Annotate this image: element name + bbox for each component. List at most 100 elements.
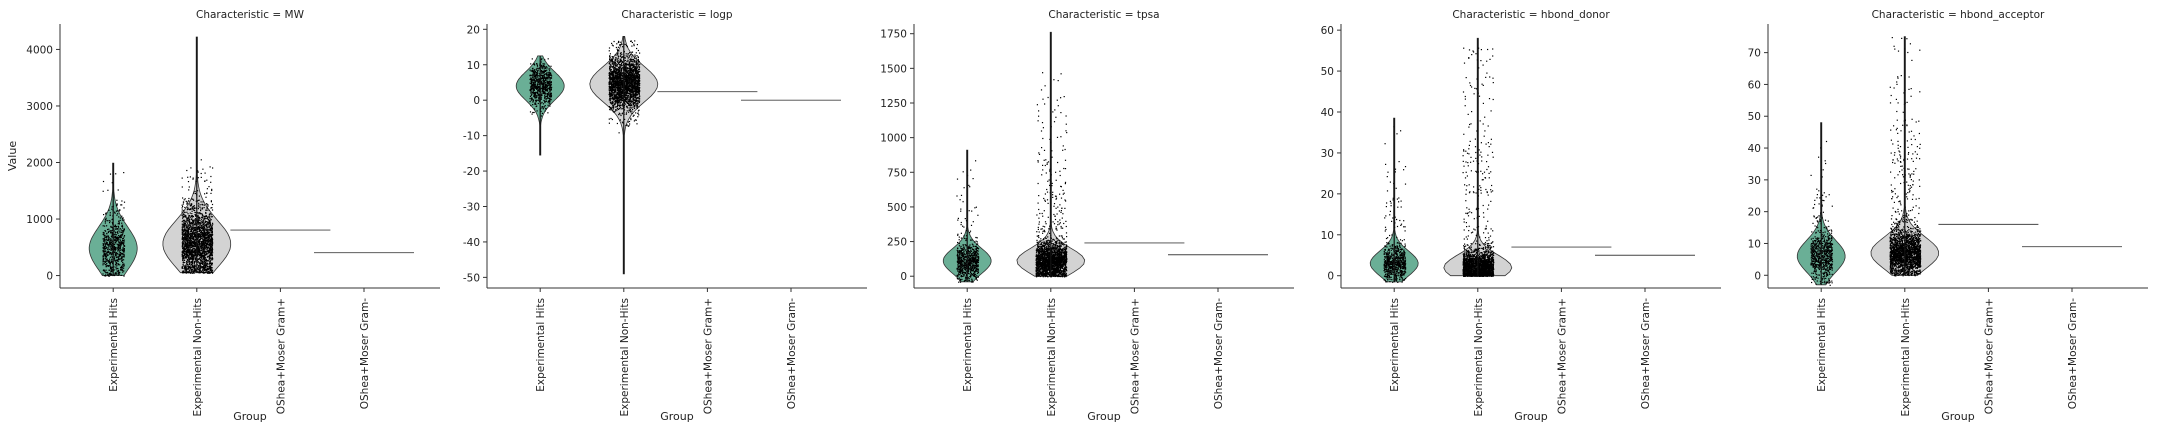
- data-point: [189, 250, 191, 252]
- data-point: [210, 175, 212, 178]
- data-point: [615, 57, 617, 59]
- data-point: [117, 232, 119, 235]
- data-point: [206, 250, 208, 253]
- data-point: [534, 80, 536, 82]
- data-point: [189, 266, 191, 269]
- data-point: [530, 89, 532, 92]
- data-point: [122, 271, 124, 273]
- data-point: [183, 231, 185, 233]
- data-point: [543, 91, 545, 93]
- data-point: [114, 228, 116, 230]
- data-point: [199, 230, 201, 232]
- data-point: [201, 263, 203, 265]
- data-point: [543, 83, 545, 85]
- data-point: [203, 256, 205, 258]
- data-point: [211, 203, 214, 206]
- data-point: [538, 99, 540, 101]
- data-point: [199, 240, 201, 242]
- data-point: [122, 253, 124, 255]
- data-point: [209, 270, 211, 272]
- data-point: [109, 240, 111, 242]
- data-point: [211, 188, 213, 190]
- data-point: [622, 103, 624, 105]
- data-point: [192, 198, 194, 200]
- data-point: [188, 224, 190, 226]
- data-point: [102, 248, 105, 250]
- data-point: [119, 241, 121, 243]
- data-point: [202, 168, 204, 170]
- data-point: [620, 72, 622, 74]
- data-point: [208, 236, 210, 239]
- data-point: [115, 272, 117, 274]
- data-point: [183, 224, 185, 226]
- data-point: [123, 236, 125, 238]
- data-point: [182, 219, 185, 222]
- data-point: [625, 74, 627, 76]
- data-point: [545, 77, 547, 79]
- data-point: [610, 87, 612, 89]
- data-point: [182, 258, 184, 260]
- data-point: [104, 247, 106, 249]
- data-point: [207, 236, 209, 238]
- data-point: [122, 256, 124, 258]
- data-point: [618, 114, 620, 116]
- data-point: [111, 229, 114, 231]
- data-point: [626, 90, 628, 92]
- data-point: [191, 269, 193, 271]
- data-point: [208, 226, 210, 228]
- data-point: [204, 215, 207, 217]
- data-point: [211, 259, 213, 261]
- data-point: [186, 256, 188, 258]
- data-point: [190, 261, 192, 263]
- data-point: [184, 228, 186, 230]
- data-point: [192, 271, 195, 273]
- data-point: [540, 98, 542, 100]
- data-point: [109, 256, 111, 258]
- data-point: [542, 63, 544, 65]
- data-point: [211, 252, 213, 254]
- data-point: [616, 109, 618, 111]
- data-point: [625, 59, 627, 62]
- data-point: [209, 249, 211, 251]
- data-point: [537, 79, 539, 81]
- data-point: [122, 239, 125, 242]
- data-point: [197, 267, 199, 269]
- data-point: [187, 230, 189, 232]
- data-point: [116, 256, 118, 259]
- data-point: [188, 189, 190, 191]
- data-point: [200, 233, 202, 235]
- data-point: [109, 214, 111, 216]
- data-point: [206, 244, 208, 246]
- data-point: [547, 97, 549, 99]
- data-point: [207, 218, 209, 220]
- data-point: [202, 243, 204, 245]
- data-point: [536, 75, 538, 77]
- data-point: [111, 256, 113, 258]
- data-point: [189, 251, 191, 253]
- data-point: [117, 263, 120, 265]
- data-point: [199, 222, 201, 224]
- data-point: [617, 100, 619, 102]
- data-point: [188, 250, 190, 252]
- data-point: [537, 75, 539, 77]
- data-point: [199, 212, 201, 214]
- data-point: [192, 216, 194, 218]
- data-point: [530, 77, 532, 79]
- data-point: [190, 218, 192, 220]
- data-point: [123, 245, 125, 247]
- data-point: [110, 267, 112, 270]
- data-point: [544, 73, 546, 75]
- data-point: [189, 216, 192, 218]
- data-point: [186, 227, 188, 229]
- data-point: [116, 270, 118, 272]
- data-point: [550, 73, 552, 75]
- data-point: [612, 80, 614, 83]
- data-point: [203, 253, 205, 255]
- data-point: [530, 105, 532, 107]
- data-point: [543, 80, 545, 82]
- data-point: [123, 248, 125, 250]
- data-point: [201, 254, 203, 256]
- data-point: [115, 210, 118, 212]
- data-point: [613, 64, 615, 66]
- data-point: [540, 80, 542, 82]
